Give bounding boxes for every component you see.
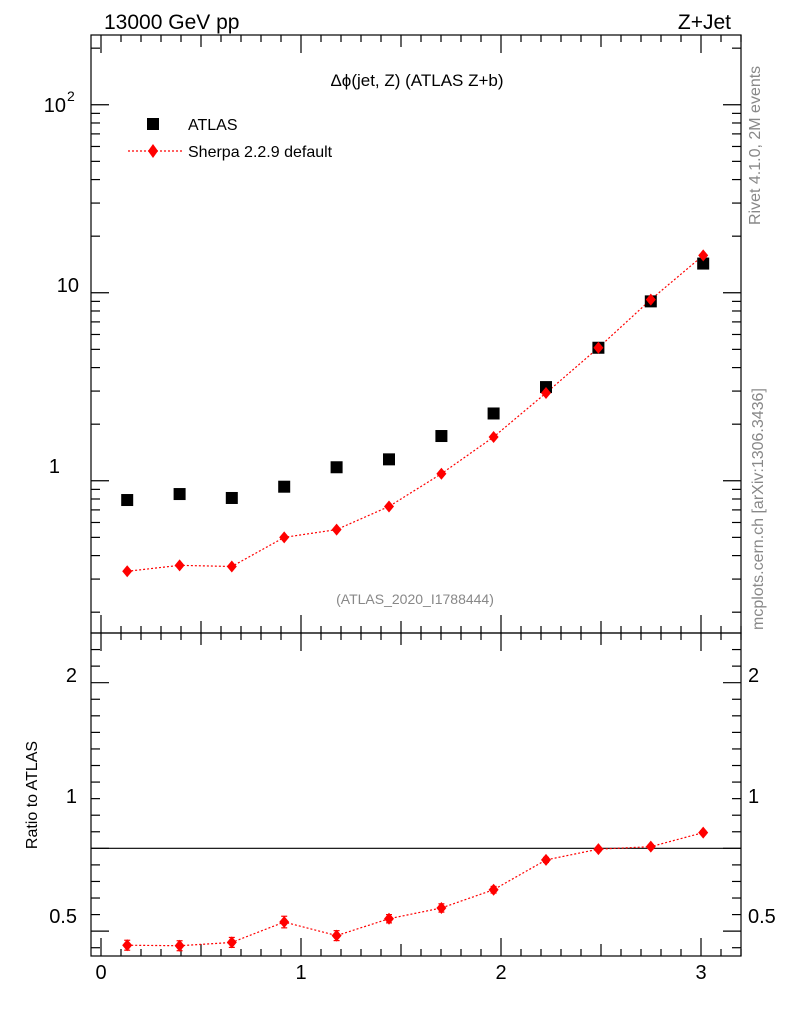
x-tick-label-0: 0: [95, 962, 106, 984]
atlas-point: [383, 453, 395, 466]
ratio-line: [127, 832, 704, 947]
sherpa-point: [279, 531, 290, 544]
ratio-x-ticks: [100, 633, 742, 956]
sherpa-point: [174, 559, 185, 572]
sherpa-point: [122, 565, 133, 578]
ratio-y-ticks: [91, 648, 741, 949]
ratio-point: [226, 936, 237, 949]
ratio-frame: [90, 632, 742, 957]
legend-label-sherpa: Sherpa 2.2.9 default: [188, 144, 333, 161]
atlas-point: [225, 491, 238, 504]
ratio-series: [122, 826, 709, 952]
sherpa-point: [226, 560, 237, 573]
sherpa-point: [593, 341, 604, 354]
sherpa-point: [541, 387, 551, 400]
sherpa-point: [645, 293, 656, 306]
ratio-point: [593, 843, 604, 856]
ratio-y-axis-label: Ratio to ATLAS: [24, 741, 41, 849]
main-x-ticks: [100, 35, 742, 633]
ratio-point: [488, 883, 499, 896]
ratio-point: [436, 901, 447, 914]
ratio-point: [279, 916, 290, 929]
ratio-y-tick-label-2: 2: [66, 665, 77, 687]
main-series: [121, 249, 710, 578]
ratio-point: [122, 939, 133, 952]
ratio-y-tick-label-1: 1: [66, 786, 77, 808]
main-panel: 1 10 10 2 Δϕ(jet, Z) (ATLAS Z+b) (ATLAS_…: [44, 34, 742, 634]
ratio-panel: 0.5 1 2 0.5 1 2 Ratio to ATLAS 0 1 2 3: [24, 632, 776, 984]
atlas-point: [330, 461, 343, 474]
ratio-point: [331, 929, 342, 942]
sherpa-point: [436, 467, 447, 480]
main-y-ticks: [91, 47, 741, 613]
mcplots-label: mcplots.cern.ch [arXiv:1306.3436]: [750, 388, 767, 630]
y-tick-label-10: 10: [57, 275, 79, 297]
ratio-point: [541, 853, 551, 866]
ratio-point: [174, 939, 185, 952]
sherpa-point: [698, 249, 709, 262]
legend-marker-atlas: [147, 118, 159, 130]
ratio-y-tick-label-0.5: 0.5: [49, 906, 77, 928]
atlas-point: [278, 480, 291, 493]
ratio-point: [384, 912, 394, 925]
plot-title: Δϕ(jet, Z) (ATLAS Z+b): [330, 71, 503, 90]
ratio-point: [645, 840, 656, 853]
x-tick-label-3: 3: [695, 962, 706, 984]
y-tick-label-100-base: 10: [44, 95, 66, 117]
x-tick-label-1: 1: [295, 962, 306, 984]
rivet-label: Rivet 4.1.0, 2M events: [747, 66, 764, 225]
ratio-point: [698, 826, 709, 839]
ratio-y-tick-label-2-right: 2: [748, 665, 759, 687]
sherpa-point: [384, 500, 394, 513]
legend-label-atlas: ATLAS: [188, 117, 238, 134]
process-label: Z+Jet: [678, 11, 731, 34]
energy-label: 13000 GeV pp: [104, 11, 239, 34]
atlas-point: [173, 488, 186, 501]
ratio-y-tick-label-0.5-right: 0.5: [748, 906, 776, 928]
analysis-label: (ATLAS_2020_I1788444): [336, 591, 494, 607]
x-tick-label-2: 2: [495, 962, 506, 984]
ratio-y-tick-label-1-right: 1: [748, 786, 759, 808]
sherpa-point: [331, 523, 342, 536]
y-tick-label-1: 1: [49, 456, 60, 478]
sherpa-line: [127, 254, 704, 572]
legend: ATLAS Sherpa 2.2.9 default: [128, 117, 333, 161]
atlas-point: [121, 494, 134, 507]
sherpa-point: [488, 430, 499, 443]
atlas-point: [487, 407, 500, 420]
atlas-point: [697, 257, 710, 270]
atlas-point: [435, 430, 448, 443]
legend-marker-sherpa: [148, 144, 158, 158]
y-tick-label-100-exponent: 2: [67, 88, 75, 104]
